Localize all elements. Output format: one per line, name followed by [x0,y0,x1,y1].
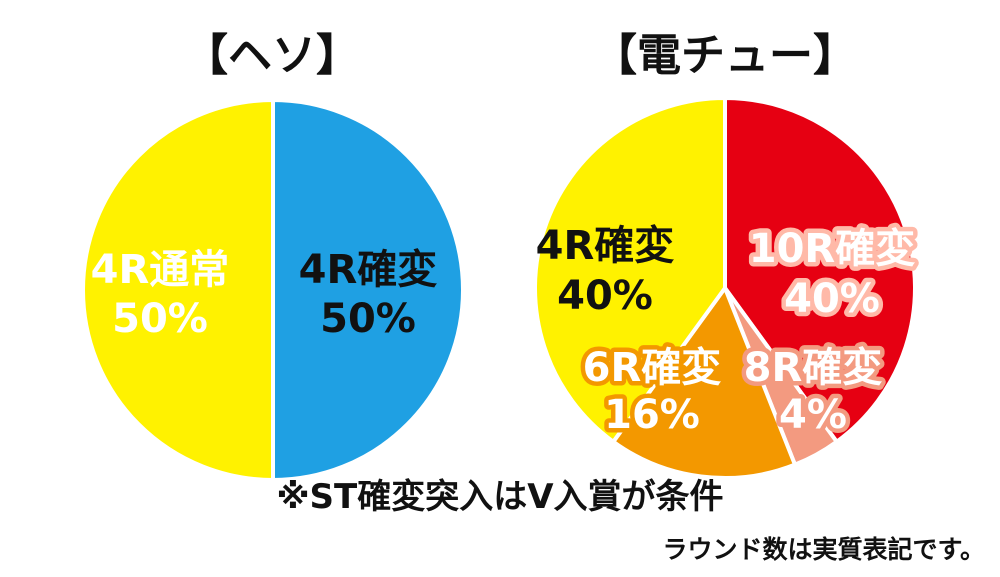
slice-percent-label: 4% [779,392,847,438]
pie-slice [271,97,465,483]
denchu-title: 【電チュー】 [593,30,857,81]
slice-label: 10R確変 [749,226,915,272]
slice-label: 6R確変 [583,345,722,391]
slice-percent-label: 50% [320,296,416,342]
slice-label: 4R確変 [299,247,438,293]
slice-percent-label: 16% [604,392,700,438]
slice-percent-label: 40% [557,273,653,319]
slice-percent-label: 50% [112,296,208,342]
heso-pie [81,97,465,483]
pie-slice [533,95,727,445]
slice-labels: 4R通常50%4R確変50%10R確変40%8R確変4%6R確変16%4R確変4… [91,222,920,443]
st-condition-note: ※ST確変突入はV入賞が条件 [276,477,723,517]
pie-slice [723,95,917,445]
slice-label: 4R確変 [536,223,675,269]
pie-slice [81,97,275,483]
denchu-pie [533,95,917,480]
slice-percent-label: 40% [784,276,880,322]
slice-label: 8R確変 [744,345,883,391]
heso-title: 【ヘソ】 [184,30,360,81]
round-note: ラウンド数は実質表記です。 [662,535,985,564]
slice-label: 4R通常 [91,247,230,293]
pie-slice [610,283,798,480]
